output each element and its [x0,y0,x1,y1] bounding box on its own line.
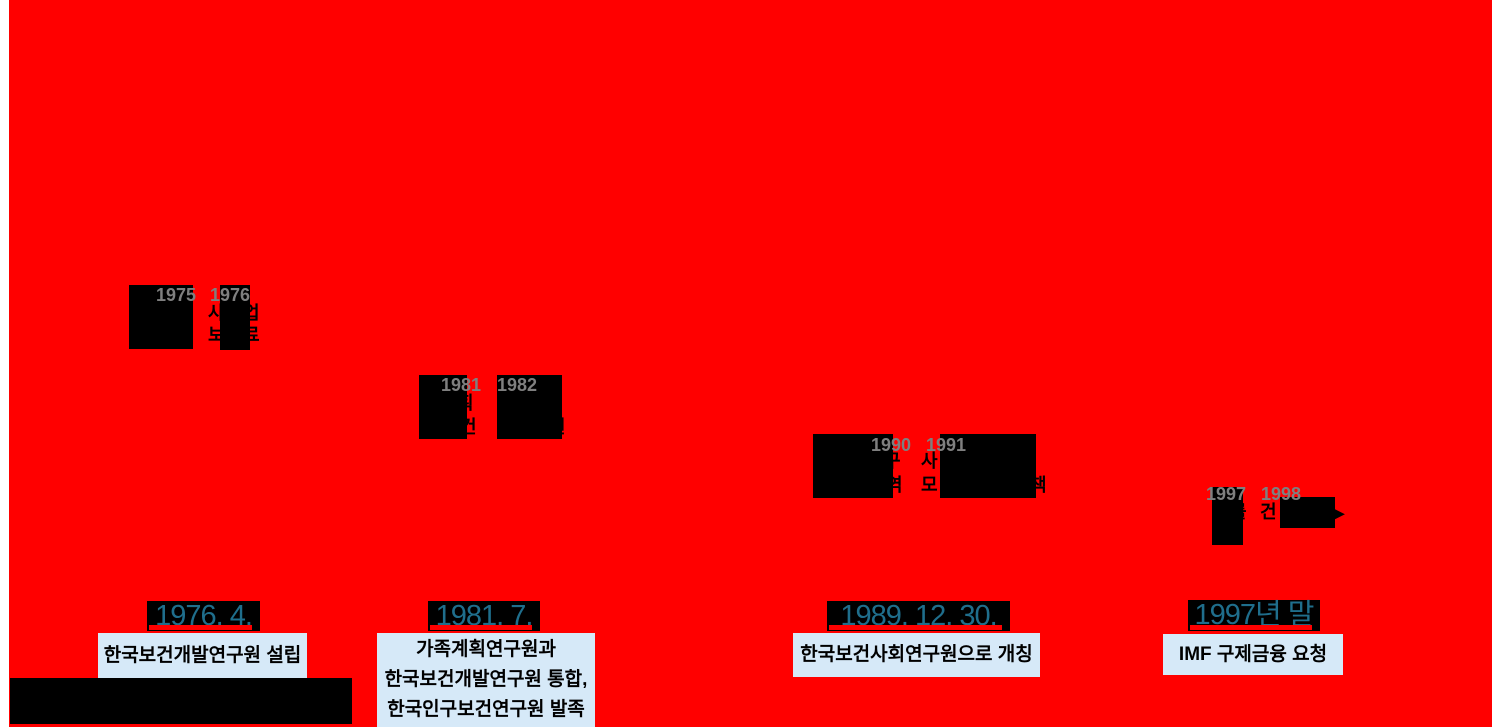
redaction-box [419,375,467,439]
year-label: 1997 [1206,484,1247,504]
timeline-fragment: 모 [921,475,938,495]
date-underline [149,625,252,630]
milestone-label-line: 한국보건사회연구원으로 개칭 [800,644,1033,665]
milestone-label-line: 한국인구보건연구원 발족 [387,699,585,720]
milestone-label: IMF 구제금융 요청 [1163,634,1343,675]
year-label: 1975 [156,285,197,305]
milestone-label-line: IMF 구제금융 요청 [1178,643,1328,665]
year-label: 1990 [871,435,912,455]
milestone-label-line: 한국보건개발연구원 설립 [103,644,302,666]
year-label: 1976 [210,285,251,305]
redaction-box [940,434,1036,498]
milestone-label: 한국보건개발연구원 설립 [98,633,307,678]
year-label: 1991 [926,435,967,455]
milestone-label-line: 한국보건개발연구원 통합, [384,669,588,690]
year-label: 1981 [441,375,482,395]
redaction-box [220,285,250,350]
redaction-box [129,285,193,349]
milestone-date: 1981. 7. [428,601,540,631]
timeline-fragment: 사 [921,451,938,471]
milestone-label: 가족계획연구원과 한국보건개발연구원 통합, 한국인구보건연구원 발족 [377,633,595,727]
redaction-box [1212,487,1243,545]
redaction-box [813,434,893,498]
year-label: 1982 [497,375,538,395]
date-underline [430,625,532,630]
milestone-label-line: 가족계획연구원과 [416,639,556,660]
date-underline [1190,625,1312,630]
milestone-label: 한국보건사회연구원으로 개칭 [793,633,1040,677]
milestone-date: 1997년 말 [1188,600,1320,631]
date-underline [829,625,1002,630]
milestone-date: 1989. 12. 30. [827,601,1010,631]
year-label: 1998 [1261,484,1302,504]
redaction-box [10,678,352,724]
redaction-box [1280,497,1335,528]
milestone-date: 1976. 4. [147,601,260,631]
redaction-box [497,375,562,439]
milestone-date-text: 1997년 말 [1194,599,1315,631]
timeline-fragment: 건 [1260,502,1277,522]
